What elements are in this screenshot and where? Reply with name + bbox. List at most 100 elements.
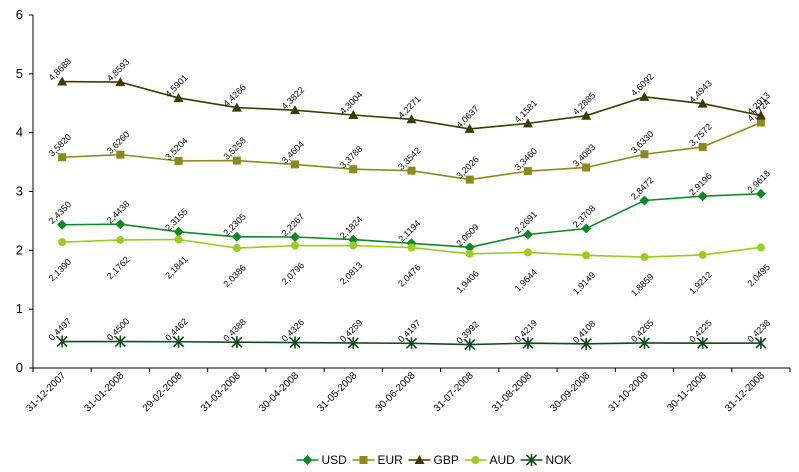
data-label: 4,3822	[280, 85, 307, 112]
data-point	[525, 454, 538, 466]
series-aud: 2,1390 2,1762 2,1841 2,0386 2,0796 2,0813 2,04…	[47, 235, 772, 299]
data-label: 1,9149	[571, 270, 598, 297]
data-point	[291, 160, 300, 169]
data-point	[347, 336, 359, 349]
chart-legend: USD EUR GBP AUD NOK	[296, 453, 572, 467]
data-point	[56, 335, 68, 348]
data-point	[638, 336, 650, 349]
y-tick-label: 5	[16, 66, 23, 81]
data-label: 2,1390	[47, 257, 74, 284]
data-point	[523, 167, 532, 176]
data-point	[407, 166, 416, 175]
data-point	[115, 219, 126, 230]
data-point	[291, 241, 300, 250]
data-label: 2,0386	[221, 263, 248, 290]
legend-label: AUD	[490, 453, 516, 467]
data-point	[173, 92, 184, 102]
data-point	[115, 77, 126, 87]
x-tick-label: 31-01-2008	[83, 370, 127, 414]
x-tick-label: 31-12-2007	[24, 370, 68, 414]
data-label: 2,0796	[280, 260, 307, 287]
data-label: 1,9406	[454, 268, 481, 295]
data-point	[116, 235, 125, 244]
data-label: 2,1762	[105, 255, 132, 282]
data-point	[698, 250, 707, 259]
series-gbp: 4,8688 4,8593 4,5901 4,4266 4,3822 4,3004 4,22…	[47, 56, 772, 133]
y-tick-label: 4	[16, 125, 23, 140]
data-point	[302, 455, 313, 465]
chart-series: 2,4350 2,4438 2,3155 2,2305 2,2267 2,1824 2,11…	[47, 56, 772, 351]
data-point	[522, 229, 533, 240]
data-label: 4,3004	[338, 90, 365, 117]
data-point	[359, 456, 368, 464]
series-nok: 0,4497 0,4500 0,4462 0,4388 0,4326 0,4259 0,41…	[47, 316, 772, 351]
data-point	[580, 337, 592, 350]
data-point	[114, 335, 126, 348]
data-point	[522, 337, 534, 350]
data-label: 2,0495	[745, 262, 772, 289]
data-label: 4,1581	[513, 98, 540, 125]
data-point	[348, 234, 359, 245]
y-tick-label: 6	[16, 7, 23, 22]
data-point	[116, 150, 125, 159]
data-point	[405, 337, 418, 350]
data-label: 2,0476	[396, 262, 423, 289]
data-label: 4,2271	[396, 94, 423, 121]
x-tick-label: 30-04-2008	[257, 370, 301, 414]
data-point	[289, 336, 301, 349]
data-point	[697, 98, 708, 108]
data-point	[581, 110, 592, 120]
data-point	[173, 335, 185, 348]
data-point	[698, 142, 707, 151]
data-point	[57, 219, 68, 230]
data-point	[58, 153, 67, 162]
data-point	[582, 251, 591, 260]
data-label: 4,4943	[687, 78, 714, 105]
data-point	[232, 244, 241, 253]
data-point	[581, 223, 592, 234]
x-tick-label: 29-02-2008	[141, 370, 185, 414]
data-point	[755, 110, 766, 120]
data-point	[464, 123, 475, 133]
data-label: 2,0813	[338, 260, 365, 287]
data-point	[640, 150, 649, 159]
data-point	[523, 248, 532, 257]
legend-label: EUR	[378, 453, 404, 467]
data-point	[173, 226, 184, 237]
data-point	[231, 336, 243, 349]
chart-axes: 0 1 2 3 4 5 6 31-12-2007 31-01-2008 29-02-2008 31-…	[16, 7, 791, 414]
x-tick-label: 30-09-2008	[548, 370, 592, 414]
x-tick-label: 31-10-2008	[607, 370, 651, 414]
data-point	[755, 337, 767, 350]
data-point	[174, 156, 183, 165]
data-point	[231, 231, 242, 242]
legend-item-gbp: GBP	[408, 453, 459, 467]
data-point	[522, 118, 533, 128]
data-label: 4,0637	[454, 104, 481, 131]
data-point	[290, 231, 301, 242]
x-tick-label: 31-05-2008	[315, 370, 359, 414]
y-tick-label: 2	[16, 242, 23, 257]
data-point	[349, 165, 358, 174]
legend-label: USD	[322, 453, 348, 467]
data-point	[464, 242, 475, 253]
data-point	[465, 175, 474, 184]
legend-label: NOK	[546, 453, 572, 467]
data-point	[465, 249, 474, 258]
data-point	[755, 188, 766, 199]
data-point	[582, 163, 591, 172]
data-point	[639, 91, 650, 101]
data-point	[697, 337, 709, 350]
data-point	[232, 156, 241, 165]
data-point	[414, 455, 425, 464]
data-point	[639, 195, 650, 206]
data-point	[174, 235, 183, 244]
legend-item-nok: NOK	[520, 453, 572, 467]
data-label: 1,8859	[629, 272, 656, 299]
x-tick-label: 31-12-2008	[723, 370, 767, 414]
y-tick-label: 1	[16, 301, 23, 316]
data-label: 2,1841	[163, 254, 190, 281]
data-point	[348, 109, 359, 119]
legend-item-usd: USD	[296, 453, 348, 467]
data-point	[407, 243, 416, 252]
